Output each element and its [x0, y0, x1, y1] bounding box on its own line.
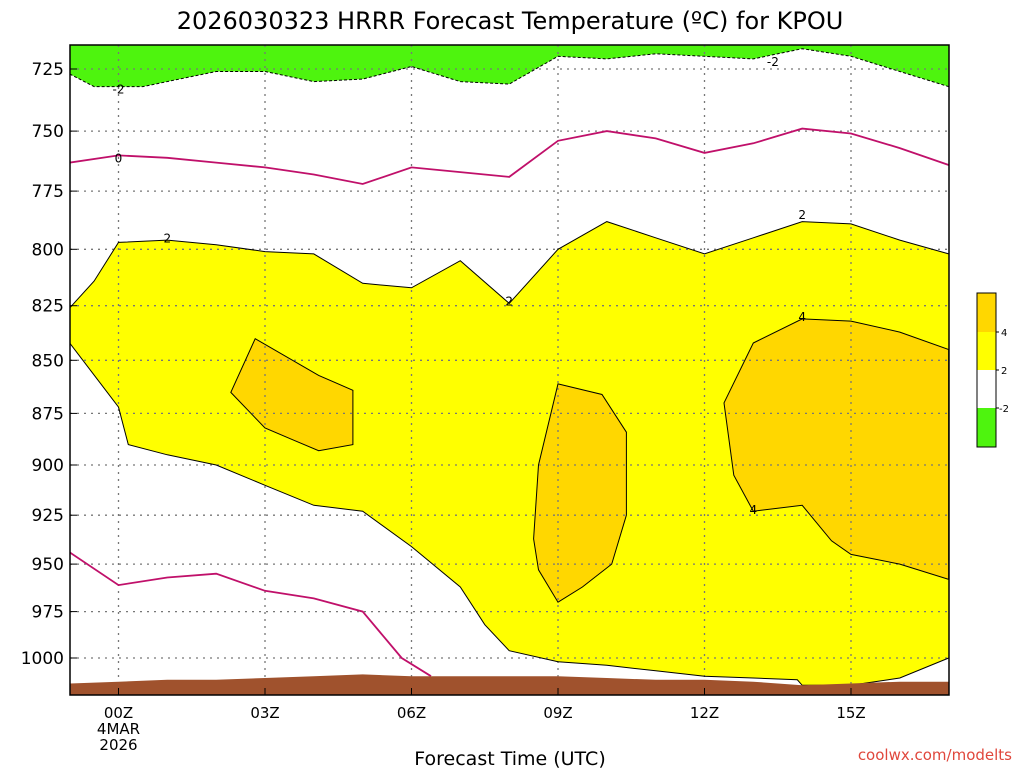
y-tick-label: 975	[32, 603, 64, 623]
chart-title: 2026030323 HRRR Forecast Temperature (ºC…	[177, 7, 844, 35]
y-tick-label: 925	[32, 506, 64, 526]
y-tick-label: 750	[32, 122, 64, 142]
contour-label: 4	[798, 310, 806, 324]
x-tick-label: 12Z	[690, 704, 719, 722]
4-isotherms	[230, 318, 949, 603]
above-4-regions	[230, 318, 949, 603]
colorbar-below-minus2	[977, 408, 996, 447]
above-4-cell	[724, 318, 949, 580]
zero-isotherm-lower	[70, 551, 432, 677]
2-to-4-region	[70, 221, 949, 686]
x-tick-date: 2026	[99, 736, 137, 754]
colorbar: 4 2 -2	[976, 292, 1009, 448]
y-tick-label: 800	[32, 240, 64, 260]
colorbar-tick-4: 4	[1001, 328, 1007, 339]
x-tick-label: 06Z	[397, 704, 426, 722]
4-isotherm	[230, 337, 354, 452]
contour-label: -2	[767, 55, 779, 69]
above-4-cell	[230, 338, 353, 451]
contour-label: 2	[505, 295, 513, 309]
y-tick-label: 950	[32, 555, 64, 575]
y-axis: 725 750 775 800 825 850 875 900 925 950 975 1000	[21, 60, 77, 669]
x-axis-label: Forecast Time (UTC)	[414, 748, 605, 768]
x-tick-label: 00Z	[104, 704, 133, 722]
4-isotherm	[533, 383, 627, 603]
colorbar-tick-minus2: -2	[999, 404, 1009, 415]
above-4-cell	[533, 383, 627, 603]
y-tick-label: 825	[32, 297, 64, 317]
x-tick-label: 15Z	[836, 704, 865, 722]
4-isotherm	[723, 318, 949, 581]
2-isotherm-upper	[70, 221, 949, 309]
colorbar-tick-2: 2	[1001, 366, 1007, 377]
x-tick-label: 09Z	[543, 704, 572, 722]
contour-label: 0	[115, 151, 123, 165]
contour-labels: -2 -2 0 2 2 2 4 4	[113, 55, 807, 517]
contour-label: 4	[749, 503, 757, 517]
contour-label: 2	[163, 231, 171, 245]
minus2-isotherm	[70, 48, 949, 88]
colorbar-2-to-4	[977, 332, 996, 370]
x-tick-label: 03Z	[250, 704, 279, 722]
contour-label: 2	[798, 208, 806, 222]
colorbar-above-4	[977, 293, 996, 332]
plot-frame	[69, 44, 950, 696]
plot-area: -2 -2 0 2 2 2 4 4	[70, 45, 949, 695]
y-tick-label: 725	[32, 60, 64, 80]
ground-surface	[70, 674, 949, 695]
contour-label: -2	[113, 83, 125, 97]
y-tick-label: 900	[32, 456, 64, 476]
y-tick-label: 850	[32, 351, 64, 371]
zero-isotherm	[70, 127, 949, 185]
credit-text: coolwx.com/modelts	[858, 746, 1012, 764]
y-tick-label: 1000	[21, 649, 64, 669]
colorbar-minus2-to-2	[977, 370, 996, 408]
y-tick-label: 875	[32, 404, 64, 424]
x-tick-date: 4MAR	[97, 720, 140, 738]
2-isotherm-lower	[70, 342, 949, 686]
y-tick-label: 775	[32, 182, 64, 202]
